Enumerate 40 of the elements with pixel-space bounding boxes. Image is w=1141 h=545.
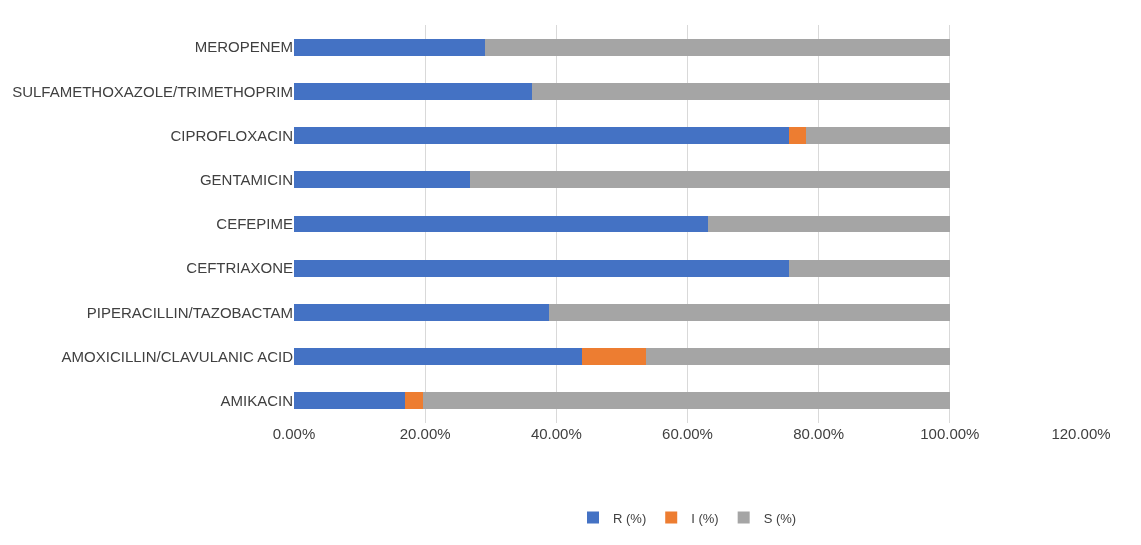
bar <box>294 304 550 321</box>
y-tick-label: CEFTRIAXONE <box>186 259 293 277</box>
bar <box>294 82 533 100</box>
x-tick-label: 100.00% <box>920 425 980 442</box>
bar <box>294 127 789 144</box>
bar <box>788 259 950 277</box>
x-tick-label: 40.00% <box>530 425 582 442</box>
y-tick-label: GENTAMICIN <box>199 171 293 189</box>
bar <box>294 171 470 189</box>
x-tick-label: 20.00% <box>399 425 451 442</box>
x-tick-label: 60.00% <box>662 425 713 442</box>
y-tick-label: MEROPENEM <box>194 38 293 56</box>
bar <box>294 348 582 366</box>
bar <box>469 171 950 189</box>
bar <box>788 127 806 144</box>
bar <box>581 348 647 366</box>
bar <box>708 215 950 233</box>
legend-label: I (%) <box>691 510 719 526</box>
y-tick-label: AMIKACIN <box>220 392 293 410</box>
bar <box>294 215 709 233</box>
y-tick-label: SULFAMETHOXAZOLE/TRIMETHOPRIM <box>12 82 293 100</box>
legend-label: S (%) <box>763 510 797 526</box>
y-tick-label: AMOXICILLIN/CLAVULANIC ACID <box>61 347 294 365</box>
bar <box>422 392 950 410</box>
bar <box>404 392 423 410</box>
y-tick-label: PIPERACILLIN/TAZOBACTAM <box>86 303 293 321</box>
y-tick-label: CEFEPIME <box>216 215 293 233</box>
bar <box>549 304 950 321</box>
bar <box>294 259 789 277</box>
bar <box>532 82 950 100</box>
x-tick-label: 120.00% <box>1051 425 1111 442</box>
bar <box>484 38 950 56</box>
bar <box>805 127 950 144</box>
bar <box>646 348 950 366</box>
x-tick-label: 80.00% <box>793 425 845 442</box>
x-tick-label: 0.00% <box>272 425 316 442</box>
y-tick-label: CIPROFLOXACIN <box>170 126 293 144</box>
legend-label: R (%) <box>613 510 647 526</box>
bar <box>294 392 405 410</box>
bar <box>294 38 485 56</box>
